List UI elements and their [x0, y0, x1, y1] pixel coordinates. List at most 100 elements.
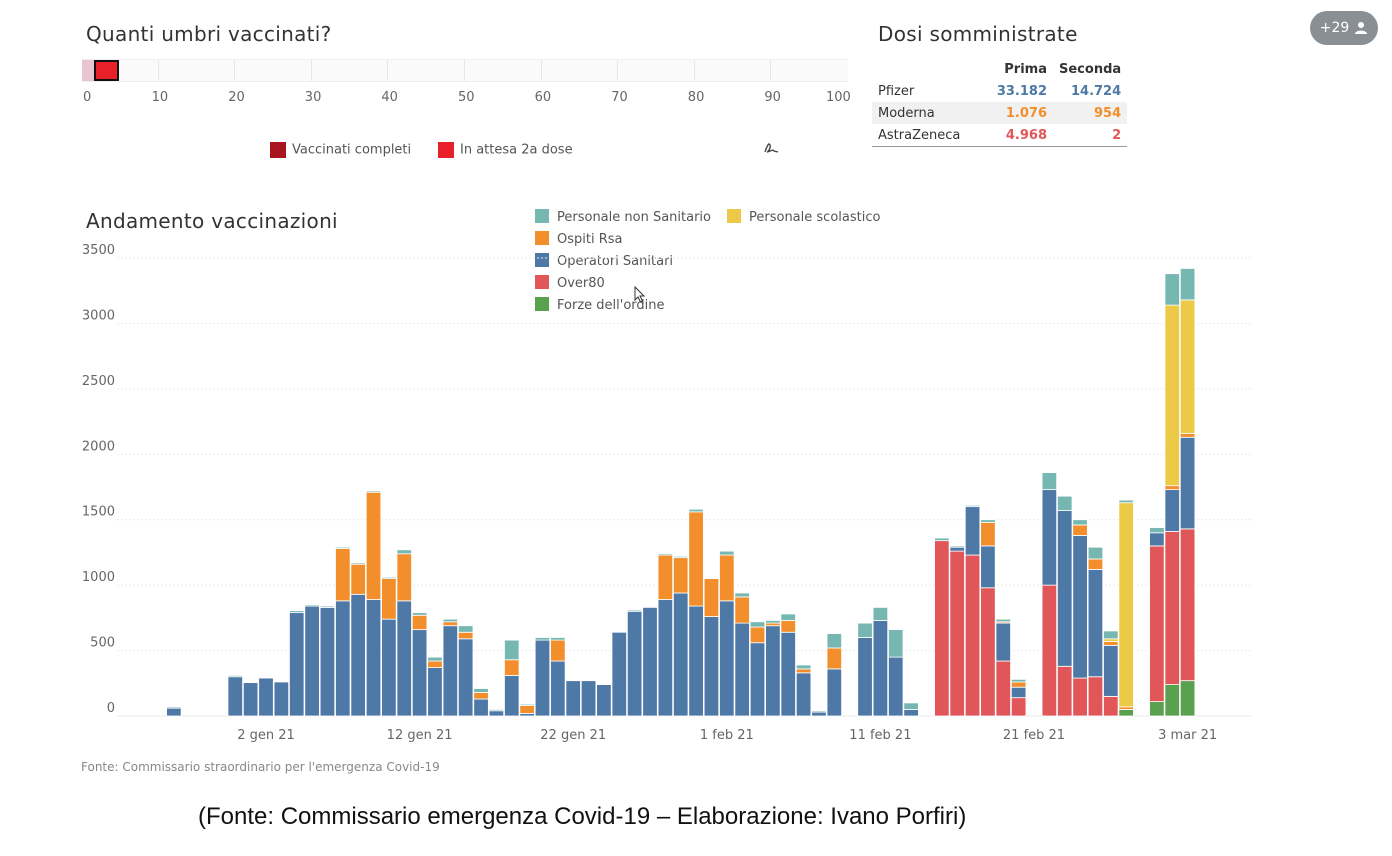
bar-segment-rsa[interactable] [411, 614, 428, 631]
bar-segment-nonsan[interactable] [857, 622, 873, 638]
bar-segment-nonsan[interactable] [289, 610, 305, 614]
bar-segment-operatori[interactable] [1072, 535, 1088, 679]
bar-segment-nonsan[interactable] [1118, 499, 1134, 504]
bar-segment-nonsan[interactable] [949, 545, 965, 548]
bar-segment-operatori[interactable] [749, 642, 766, 717]
bar-segment-nonsan[interactable] [519, 703, 535, 706]
bar-segment-nonsan[interactable] [1057, 495, 1073, 511]
bar-segment-nonsan[interactable] [780, 613, 796, 621]
bar-segment-rsa[interactable] [1179, 432, 1196, 438]
bar-segment-nonsan[interactable] [488, 709, 505, 712]
bar-segment-operatori[interactable] [596, 684, 612, 717]
legend-forze-ordine[interactable]: Forze dell'ordine [535, 297, 665, 315]
vaccinated-legend-completed[interactable]: Vaccinati completi [270, 142, 411, 158]
bar-segment-operatori[interactable] [826, 668, 843, 717]
bar-segment-forze[interactable] [1164, 684, 1180, 717]
vaccinated-legend-waiting[interactable]: In attesa 2a dose [438, 142, 573, 158]
bar-segment-nonsan[interactable] [872, 606, 889, 621]
bar-segment-operatori[interactable] [611, 631, 627, 717]
bar-segment-operatori[interactable] [166, 707, 182, 717]
bar-segment-operatori[interactable] [258, 677, 274, 717]
bar-segment-over80[interactable] [1072, 677, 1088, 717]
bar-segment-operatori[interactable] [227, 676, 243, 717]
bar-segment-operatori[interactable] [857, 637, 873, 717]
bar-segment-over80[interactable] [964, 554, 981, 717]
bar-segment-nonsan[interactable] [734, 592, 750, 598]
bar-segment-operatori[interactable] [780, 631, 796, 717]
bar-segment-rsa[interactable] [550, 639, 566, 662]
bar-segment-nonsan[interactable] [903, 702, 919, 710]
bar-segment-nonsan[interactable] [550, 637, 566, 641]
bar-segment-rsa[interactable] [473, 692, 489, 700]
bar-segment-nonsan[interactable] [350, 562, 366, 565]
bar-segment-rsa[interactable] [1103, 641, 1119, 646]
bar-segment-operatori[interactable] [626, 610, 643, 717]
bar-segment-rsa[interactable] [734, 596, 750, 624]
bar-segment-operatori[interactable] [657, 599, 674, 717]
bar-segment-nonsan[interactable] [688, 508, 704, 513]
bar-segment-nonsan[interactable] [1164, 273, 1180, 306]
legend-ospiti-rsa[interactable]: Ospiti Rsa [535, 231, 622, 249]
bar-segment-rsa[interactable] [980, 521, 996, 547]
bar-segment-rsa[interactable] [365, 491, 382, 600]
bar-segment-nonsan[interactable] [749, 621, 766, 628]
bar-segment-nonsan[interactable] [657, 553, 674, 556]
bar-segment-operatori[interactable] [703, 616, 720, 717]
bar-segment-nonsan[interactable] [934, 537, 950, 542]
bar-segment-rsa[interactable] [780, 620, 796, 633]
bar-segment-nonsan[interactable] [1179, 268, 1196, 301]
bar-segment-rsa[interactable] [427, 660, 443, 668]
bar-segment-nonsan[interactable] [411, 612, 428, 616]
bar-segment-over80[interactable] [1179, 528, 1196, 682]
bar-segment-operatori[interactable] [396, 600, 412, 717]
bar-segment-rsa[interactable] [719, 554, 735, 602]
bar-segment-operatori[interactable] [365, 599, 382, 717]
bar-segment-nonsan[interactable] [473, 688, 489, 693]
legend-over80[interactable]: Over80 [535, 275, 605, 293]
bar-segment-nonsan[interactable] [964, 504, 981, 508]
bar-segment-forze[interactable] [1179, 680, 1196, 717]
bar-segment-rsa[interactable] [795, 668, 812, 674]
bar-segment-nonsan[interactable] [304, 604, 320, 607]
bar-segment-over80[interactable] [995, 660, 1011, 717]
bar-segment-operatori[interactable] [411, 629, 428, 717]
vaccinated-waiting-bar[interactable] [94, 60, 119, 81]
bar-segment-nonsan[interactable] [319, 605, 336, 608]
bar-segment-nonsan[interactable] [1103, 630, 1119, 640]
bar-segment-operatori[interactable] [289, 612, 305, 717]
bar-segment-nonsan[interactable] [811, 710, 827, 713]
bar-segment-rsa[interactable] [350, 563, 366, 595]
legend-personale-scolastico[interactable]: Personale scolastico [727, 209, 880, 227]
bar-segment-nonsan[interactable] [335, 546, 351, 549]
bar-segment-operatori[interactable] [488, 710, 505, 717]
bar-segment-over80[interactable] [934, 540, 950, 717]
bar-segment-nonsan[interactable] [626, 609, 643, 612]
bar-segment-operatori[interactable] [1164, 489, 1180, 532]
bar-segment-rsa[interactable] [504, 659, 520, 676]
bar-segment-operatori[interactable] [949, 546, 965, 552]
bar-segment-nonsan[interactable] [534, 637, 551, 641]
bar-segment-rsa[interactable] [688, 511, 704, 607]
bar-segment-scolastico[interactable] [1179, 299, 1196, 434]
bar-segment-operatori[interactable] [888, 656, 904, 717]
bar-segment-nonsan[interactable] [888, 629, 904, 658]
bar-segment-nonsan[interactable] [365, 490, 382, 493]
bar-segment-operatori[interactable] [580, 680, 597, 717]
bar-segment-operatori[interactable] [442, 625, 459, 717]
bar-segment-nonsan[interactable] [457, 625, 474, 633]
bar-segment-operatori[interactable] [550, 660, 566, 717]
bar-segment-rsa[interactable] [457, 631, 474, 640]
bar-segment-over80[interactable] [1149, 545, 1165, 703]
bar-segment-rsa[interactable] [381, 578, 397, 620]
bar-segment-rsa[interactable] [442, 621, 459, 627]
participants-badge[interactable]: +29 [1310, 11, 1378, 45]
bar-segment-rsa[interactable] [1010, 681, 1027, 688]
bar-segment-operatori[interactable] [1103, 644, 1119, 697]
bar-segment-operatori[interactable] [903, 709, 919, 717]
bar-segment-operatori[interactable] [1179, 436, 1196, 530]
bar-segment-nonsan[interactable] [1149, 527, 1165, 534]
bar-segment-nonsan[interactable] [166, 706, 182, 709]
bar-segment-operatori[interactable] [335, 600, 351, 717]
bar-segment-over80[interactable] [1103, 695, 1119, 717]
bar-segment-operatori[interactable] [381, 618, 397, 717]
